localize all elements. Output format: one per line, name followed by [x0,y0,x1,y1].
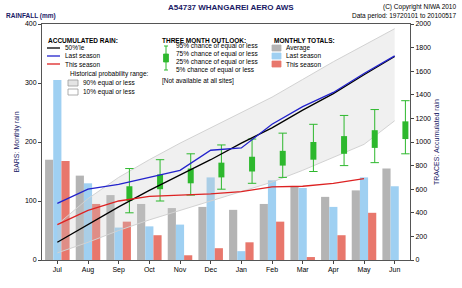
svg-text:Last season: Last season [65,52,100,59]
svg-text:Nov: Nov [174,266,187,273]
svg-text:RAINFALL (mm): RAINFALL (mm) [6,12,56,20]
svg-text:ACCUMULATED RAIN:: ACCUMULATED RAIN: [48,37,118,44]
svg-text:400: 400 [415,209,427,216]
svg-text:1400: 1400 [415,91,431,98]
svg-text:BARS: Monthly rain: BARS: Monthly rain [13,111,21,172]
svg-text:95% chance of equal or less: 95% chance of equal or less [176,42,258,50]
svg-text:THREE MONTH OUTLOOK:: THREE MONTH OUTLOOK: [162,37,246,44]
svg-text:Feb: Feb [266,266,278,273]
svg-text:100: 100 [25,197,37,204]
svg-text:25% chance of equal or less: 25% chance of equal or less [176,58,258,66]
svg-text:Jun: Jun [389,266,400,273]
svg-text:5% chance of equal or less: 5% chance of equal or less [176,66,255,74]
svg-text:50%'le: 50%'le [65,44,85,51]
svg-text:200: 200 [415,233,427,240]
svg-text:800: 800 [415,162,427,169]
svg-text:This season: This season [65,61,100,68]
svg-text:1600: 1600 [415,68,431,75]
svg-text:10% equal or less: 10% equal or less [83,88,135,96]
svg-text:400: 400 [25,20,37,27]
svg-text:Mar: Mar [297,266,310,273]
svg-text:600: 600 [415,186,427,193]
svg-text:A54737 WHANGAREI AERO AWS: A54737 WHANGAREI AERO AWS [168,3,294,12]
svg-text:2000: 2000 [415,20,431,27]
svg-text:Apr: Apr [328,266,340,274]
svg-text:0: 0 [415,256,419,263]
svg-text:Average: Average [286,44,310,52]
svg-text:200: 200 [25,138,37,145]
svg-text:75% chance of equal or less: 75% chance of equal or less [176,50,258,58]
svg-text:TRACES: Accumulated rain: TRACES: Accumulated rain [433,99,440,185]
svg-text:This season: This season [286,61,321,68]
svg-text:Data period: 19720101 to 20100: Data period: 19720101 to 20100517 [352,12,456,20]
svg-text:Oct: Oct [144,266,155,273]
svg-text:(C) Copyright NIWA 2010: (C) Copyright NIWA 2010 [383,3,456,11]
svg-text:Sep: Sep [112,266,125,274]
svg-text:Aug: Aug [82,266,95,274]
svg-text:[Not available at all sites]: [Not available at all sites] [162,77,234,85]
svg-text:May: May [357,266,371,274]
svg-text:Historical probability range:: Historical probability range: [70,70,149,78]
svg-text:Last season: Last season [286,52,321,59]
svg-text:1000: 1000 [415,138,431,145]
svg-text:0: 0 [33,256,37,263]
svg-text:300: 300 [25,79,37,86]
svg-text:Jan: Jan [236,266,247,273]
svg-text:1800: 1800 [415,44,431,51]
svg-text:Jul: Jul [53,266,62,273]
svg-text:1200: 1200 [415,115,431,122]
svg-text:MONTHLY TOTALS:: MONTHLY TOTALS: [274,37,335,44]
svg-text:Dec: Dec [204,266,217,273]
svg-text:90% equal or less: 90% equal or less [83,79,135,87]
